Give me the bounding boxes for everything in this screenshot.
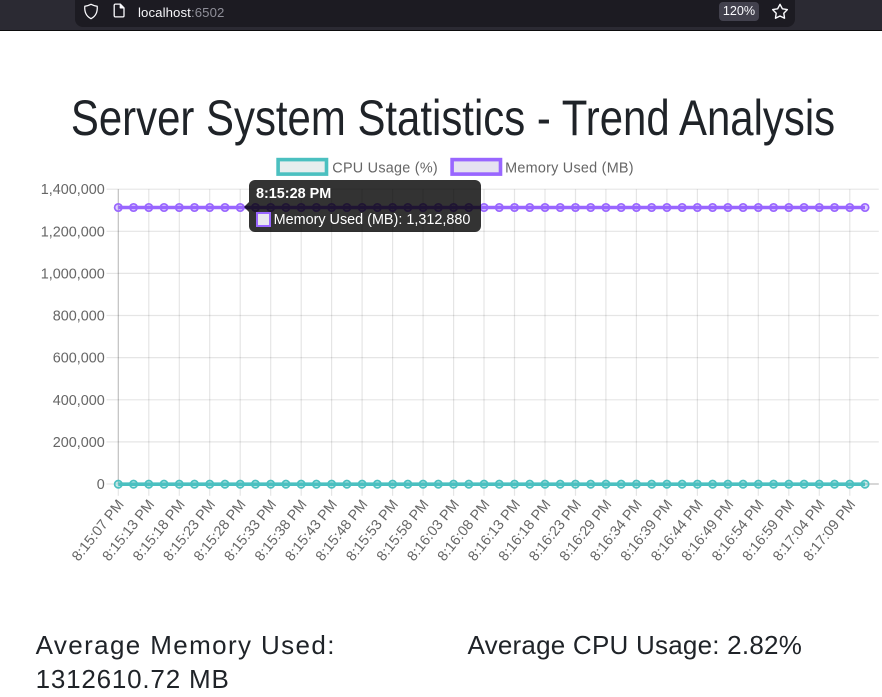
svg-text:400,000: 400,000: [53, 393, 105, 409]
svg-text:Memory Used (MB): Memory Used (MB): [505, 160, 634, 176]
svg-text:1,000,000: 1,000,000: [41, 266, 105, 282]
svg-text:CPU Usage (%): CPU Usage (%): [332, 160, 438, 176]
svg-text:800,000: 800,000: [53, 309, 105, 325]
svg-text:1,400,000: 1,400,000: [41, 182, 105, 198]
svg-text:200,000: 200,000: [53, 435, 105, 451]
svg-text:1,200,000: 1,200,000: [41, 224, 105, 240]
svg-text:600,000: 600,000: [53, 351, 105, 367]
svg-text:0: 0: [97, 477, 105, 493]
